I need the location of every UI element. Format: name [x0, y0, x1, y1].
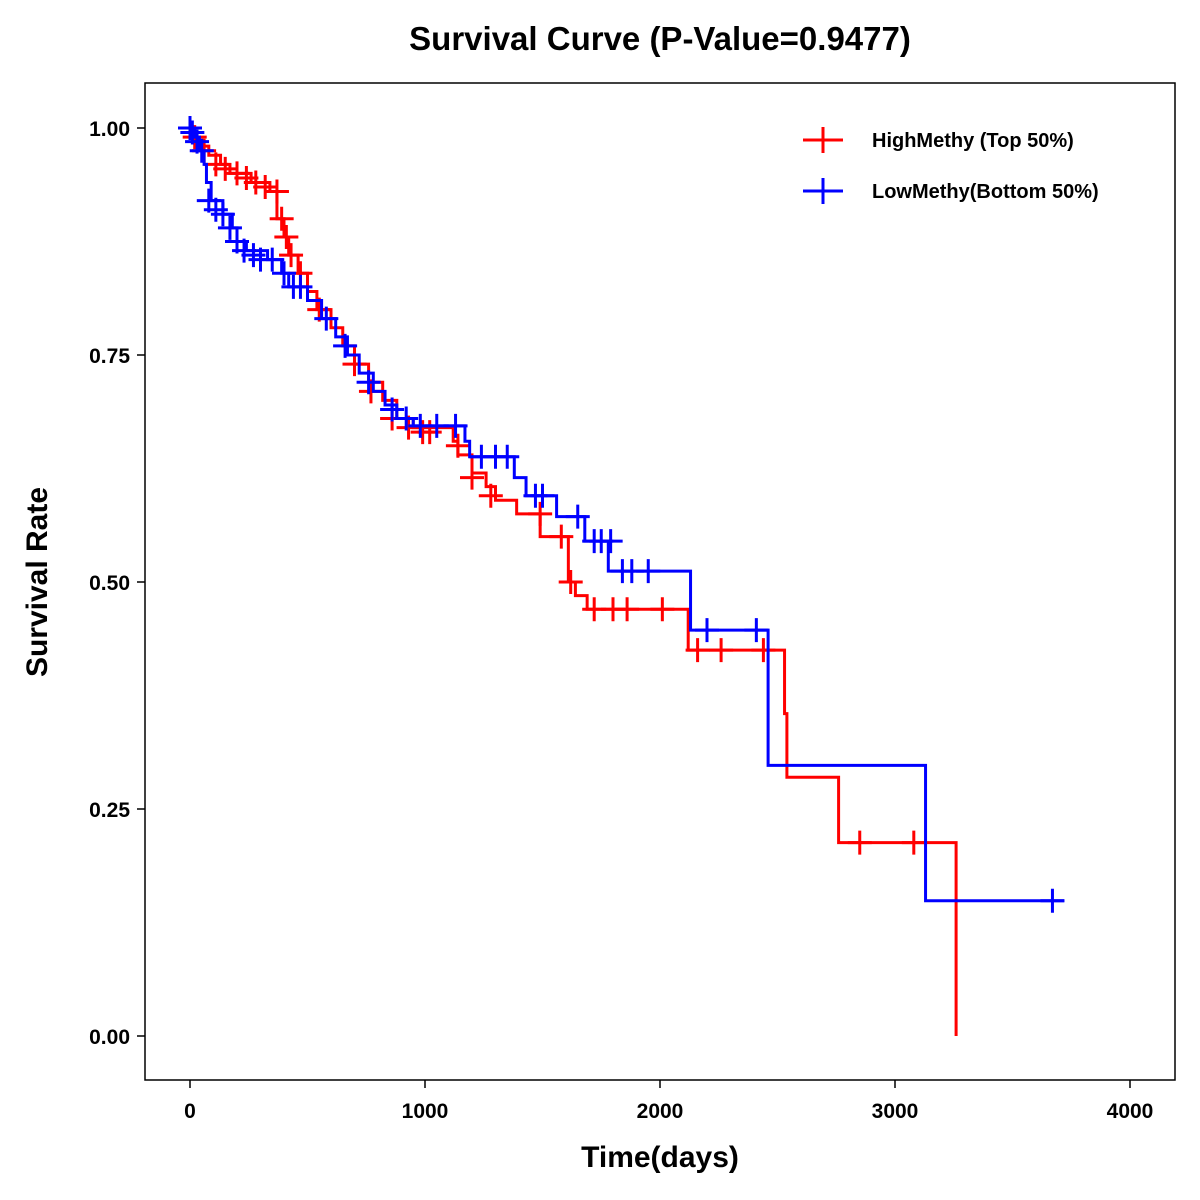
y-axis-label: Survival Rate	[21, 487, 54, 677]
censor-mark	[269, 206, 294, 231]
curves	[178, 116, 1065, 1036]
censor-mark	[549, 524, 574, 549]
censor-mark	[443, 413, 468, 438]
censor-mark	[685, 638, 710, 663]
censor-mark	[333, 333, 358, 358]
y-tick-label: 0.00	[89, 1026, 130, 1049]
censor-mark	[460, 465, 484, 490]
legend-label: LowMethy(Bottom 50%)	[872, 181, 1099, 203]
censor-mark	[847, 830, 872, 855]
censor-mark	[264, 179, 289, 204]
censor-mark	[565, 504, 590, 529]
x-tick-label: 2000	[637, 1100, 684, 1123]
y-tick-label: 0.25	[89, 799, 130, 822]
legend-item: HighMethy (Top 50%)	[803, 127, 1074, 153]
legend-cross-icon	[803, 178, 843, 204]
censor-mark	[213, 156, 238, 181]
censor-mark	[528, 501, 553, 526]
censor-mark	[650, 597, 675, 622]
censor-mark	[272, 261, 296, 286]
censor-mark	[253, 175, 278, 200]
censor-mark	[636, 559, 661, 584]
censor-mark	[356, 370, 381, 395]
y-tick-label: 1.00	[89, 118, 130, 141]
censor-mark	[478, 483, 503, 508]
censor-mark	[709, 638, 734, 663]
censor-mark	[615, 597, 640, 622]
x-axis-label: Time(days)	[581, 1141, 739, 1174]
legend: HighMethy (Top 50%) LowMethy(Bottom 50%)	[803, 127, 1099, 204]
censor-mark	[394, 406, 419, 431]
x-tick-label: 4000	[1107, 1100, 1154, 1123]
censor-mark	[1040, 888, 1065, 913]
censor-mark	[695, 618, 719, 643]
censor-mark	[288, 274, 313, 299]
y-axis: 0.00 0.25 0.50 0.75 1.00	[89, 118, 145, 1049]
censor-mark	[210, 202, 235, 227]
x-axis: 0 1000 2000 3000 4000	[184, 1080, 1153, 1123]
survival-step-line	[190, 126, 1065, 903]
censor-mark	[530, 483, 555, 508]
legend-item: LowMethy(Bottom 50%)	[803, 178, 1099, 204]
censor-mark	[217, 215, 242, 240]
legend-label: HighMethy (Top 50%)	[872, 130, 1074, 152]
censor-mark	[751, 638, 776, 663]
censor-mark	[445, 433, 470, 458]
censor-mark	[178, 116, 202, 140]
censor-mark	[189, 138, 214, 163]
x-tick-label: 1000	[402, 1100, 449, 1123]
series-high-methy	[182, 125, 958, 1036]
censor-mark	[314, 306, 339, 331]
censor-mark	[598, 529, 623, 554]
chart-title: Survival Curve (P-Value=0.9477)	[409, 20, 911, 57]
series-low-methy	[178, 116, 1065, 913]
x-tick-label: 3000	[872, 1100, 919, 1123]
censor-mark	[279, 243, 304, 268]
censor-mark	[260, 247, 285, 272]
censor-mark	[274, 224, 299, 249]
y-tick-label: 0.50	[89, 572, 130, 595]
y-tick-label: 0.75	[89, 345, 130, 368]
survival-step-line	[190, 126, 958, 1036]
censor-mark	[558, 570, 583, 594]
censor-mark	[495, 444, 520, 469]
censor-mark	[380, 397, 405, 422]
legend-cross-icon	[803, 127, 843, 153]
censor-mark	[744, 618, 769, 643]
plot-frame	[144, 82, 1176, 1081]
censor-mark	[901, 830, 926, 855]
x-tick-label: 0	[184, 1100, 196, 1123]
